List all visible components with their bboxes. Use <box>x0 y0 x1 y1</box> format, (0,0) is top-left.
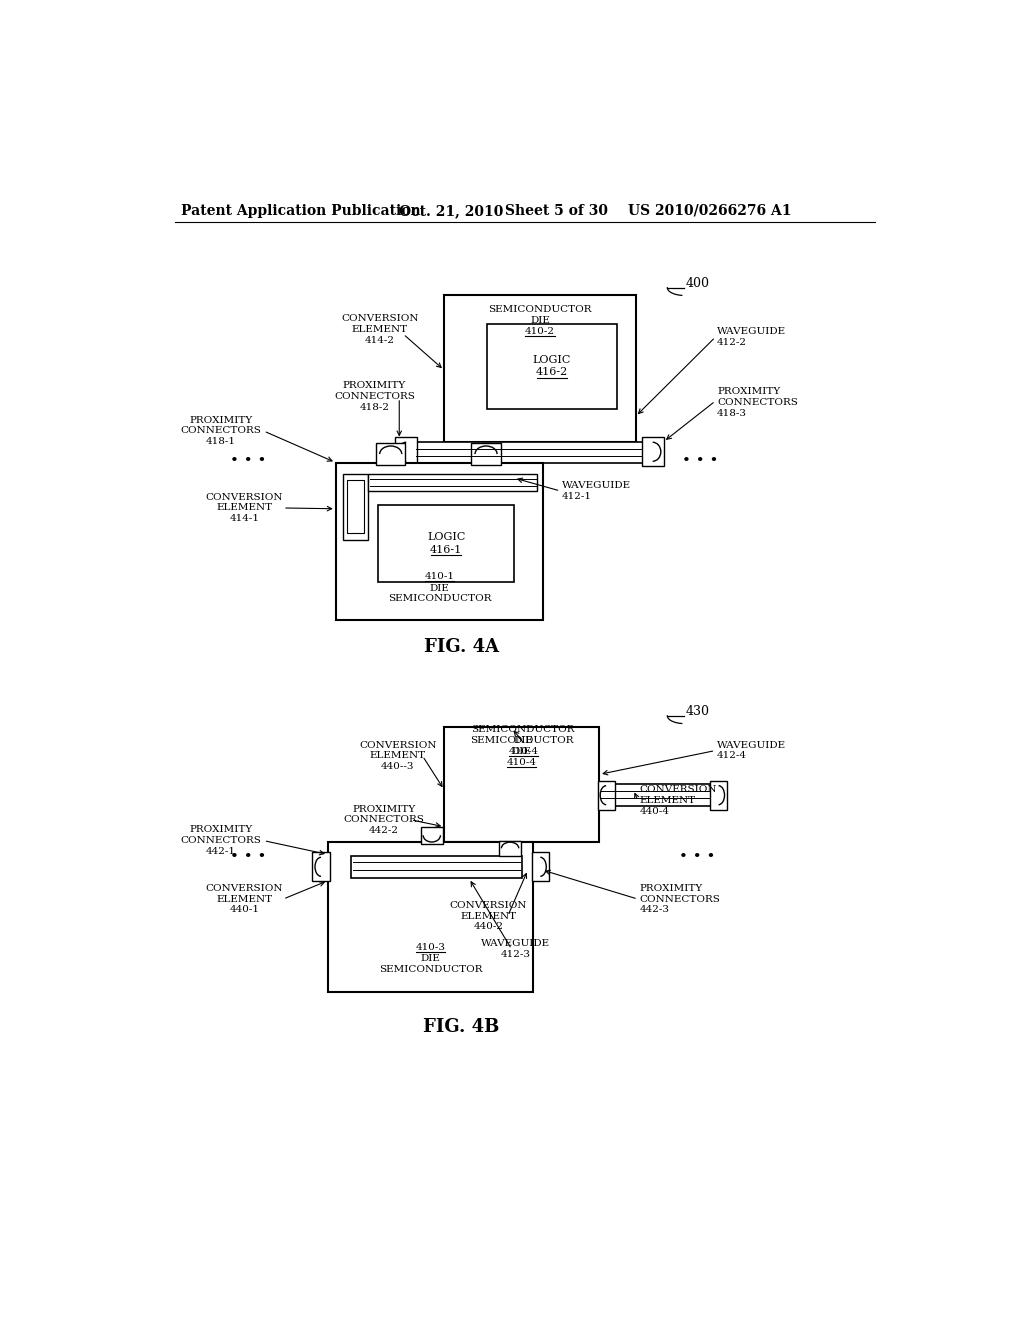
Text: WAVEGUIDE: WAVEGUIDE <box>481 940 550 948</box>
Text: 442-1: 442-1 <box>206 847 236 855</box>
Text: PROXIMITY: PROXIMITY <box>189 825 253 834</box>
Bar <box>599 784 712 807</box>
Text: CONVERSION: CONVERSION <box>359 741 436 750</box>
Text: 412-1: 412-1 <box>562 492 592 500</box>
Text: LOGIC: LOGIC <box>532 355 571 366</box>
Text: ELEMENT: ELEMENT <box>352 325 408 334</box>
Text: FIG. 4B: FIG. 4B <box>423 1018 500 1036</box>
Text: 442-2: 442-2 <box>369 826 398 836</box>
Text: 410-1: 410-1 <box>425 572 455 581</box>
Bar <box>486 323 617 409</box>
Text: 442-3: 442-3 <box>640 906 670 915</box>
Text: 440--3: 440--3 <box>381 762 415 771</box>
Text: CONVERSION: CONVERSION <box>640 785 717 795</box>
Text: 410-4: 410-4 <box>508 747 539 756</box>
Text: Sheet 5 of 30: Sheet 5 of 30 <box>506 203 608 218</box>
Bar <box>336 462 544 620</box>
Text: SEMICONDUCTOR: SEMICONDUCTOR <box>379 965 482 974</box>
Text: CONVERSION: CONVERSION <box>206 884 283 892</box>
Bar <box>378 506 514 582</box>
Text: 412-4: 412-4 <box>717 751 746 760</box>
Text: CONVERSION: CONVERSION <box>450 900 527 909</box>
Bar <box>444 296 636 442</box>
Bar <box>328 842 534 993</box>
Text: DIE: DIE <box>530 315 550 325</box>
Text: 414-1: 414-1 <box>229 515 259 523</box>
Text: 410-3: 410-3 <box>416 944 445 952</box>
Text: 410-2: 410-2 <box>525 327 555 337</box>
Text: 400: 400 <box>686 277 710 289</box>
Text: PROXIMITY: PROXIMITY <box>343 381 407 389</box>
Bar <box>500 841 521 857</box>
Text: ELEMENT: ELEMENT <box>640 796 695 805</box>
Text: 412-2: 412-2 <box>717 338 746 347</box>
Text: DIE: DIE <box>512 747 531 756</box>
Text: CONNECTORS: CONNECTORS <box>334 392 415 401</box>
Text: SEMICONDUCTOR: SEMICONDUCTOR <box>471 725 575 734</box>
Bar <box>376 444 406 465</box>
Text: • • •: • • • <box>682 454 718 469</box>
Bar <box>351 857 521 878</box>
Bar <box>415 442 643 462</box>
Text: DIE: DIE <box>421 954 440 962</box>
Text: CONVERSION: CONVERSION <box>341 314 419 323</box>
Text: CONNECTORS: CONNECTORS <box>717 399 798 407</box>
Bar <box>421 826 442 843</box>
Text: ELEMENT: ELEMENT <box>216 895 272 904</box>
Text: SEMICONDUCTOR: SEMICONDUCTOR <box>388 594 492 603</box>
Text: PROXIMITY: PROXIMITY <box>640 884 702 892</box>
Text: US 2010/0266276 A1: US 2010/0266276 A1 <box>628 203 792 218</box>
Text: DIE: DIE <box>430 583 450 593</box>
Text: 414-2: 414-2 <box>365 335 395 345</box>
Text: 440-1: 440-1 <box>229 906 259 915</box>
Text: ELEMENT: ELEMENT <box>216 503 272 512</box>
Text: CONNECTORS: CONNECTORS <box>180 836 261 845</box>
Text: 440-4: 440-4 <box>640 807 670 816</box>
Bar <box>343 474 369 540</box>
Bar <box>369 474 538 491</box>
Text: Oct. 21, 2010: Oct. 21, 2010 <box>399 203 504 218</box>
Text: 410-4: 410-4 <box>507 759 537 767</box>
Text: CONVERSION: CONVERSION <box>206 492 283 502</box>
Text: WAVEGUIDE: WAVEGUIDE <box>717 327 786 337</box>
Bar <box>642 437 664 466</box>
Bar <box>531 853 549 882</box>
Text: • • •: • • • <box>230 454 266 469</box>
Text: PROXIMITY: PROXIMITY <box>717 387 780 396</box>
Text: 418-1: 418-1 <box>206 437 236 446</box>
Text: 418-3: 418-3 <box>717 409 746 417</box>
Text: 416-1: 416-1 <box>430 545 462 554</box>
Text: 440-2: 440-2 <box>473 923 504 932</box>
Bar <box>347 480 365 533</box>
Text: ELEMENT: ELEMENT <box>370 751 426 760</box>
Text: SEMICONDUCTOR: SEMICONDUCTOR <box>470 737 573 744</box>
Bar <box>471 444 501 465</box>
Text: SEMICONDUCTOR: SEMICONDUCTOR <box>488 305 592 314</box>
Text: CONNECTORS: CONNECTORS <box>343 816 424 824</box>
Text: Patent Application Publication: Patent Application Publication <box>180 203 420 218</box>
Text: PROXIMITY: PROXIMITY <box>352 805 416 813</box>
Text: WAVEGUIDE: WAVEGUIDE <box>562 482 631 490</box>
Bar <box>710 780 727 810</box>
Text: • • •: • • • <box>680 850 716 863</box>
Bar <box>312 853 330 882</box>
Bar <box>444 726 599 842</box>
Text: PROXIMITY: PROXIMITY <box>189 416 253 425</box>
Text: CONNECTORS: CONNECTORS <box>640 895 720 904</box>
Bar <box>395 437 417 466</box>
Text: LOGIC: LOGIC <box>427 532 465 543</box>
Text: WAVEGUIDE: WAVEGUIDE <box>717 741 786 750</box>
Text: 416-2: 416-2 <box>536 367 568 378</box>
Text: 412-3: 412-3 <box>501 950 530 960</box>
Text: DIE: DIE <box>513 737 534 744</box>
Text: FIG. 4A: FIG. 4A <box>424 639 499 656</box>
Bar <box>598 780 614 810</box>
Text: CONNECTORS: CONNECTORS <box>180 426 261 436</box>
Text: 418-2: 418-2 <box>359 403 389 412</box>
Text: 430: 430 <box>686 705 710 718</box>
Text: • • •: • • • <box>230 850 266 863</box>
Text: ELEMENT: ELEMENT <box>461 912 516 920</box>
